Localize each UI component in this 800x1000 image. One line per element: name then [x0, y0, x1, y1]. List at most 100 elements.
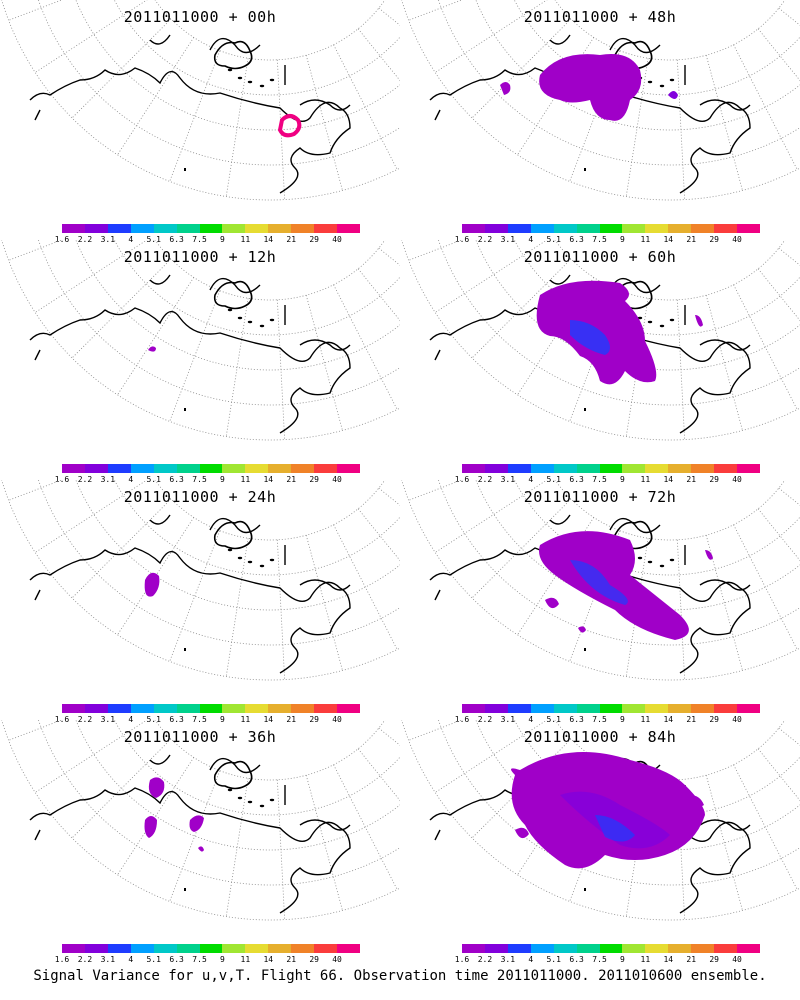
colorbar-swatch: [645, 704, 669, 713]
colorbar: [462, 464, 760, 473]
island-marker: [584, 408, 586, 411]
colorbar-tick-label: 5.1: [146, 715, 161, 724]
colorbar-tick-label: 29: [309, 955, 319, 964]
colorbar-tick-label: 40: [732, 475, 742, 484]
colorbar-swatch: [153, 704, 177, 713]
colorbar-swatch: [153, 224, 177, 233]
arctic-islands: [213, 40, 275, 88]
colorbar-tick-label: 6.3: [169, 475, 184, 484]
variance-region: [578, 626, 586, 633]
colorbar-tick-label: 40: [332, 235, 342, 244]
colorbar-swatch: [507, 464, 531, 473]
panel-title: 2011011000 + 60h: [523, 248, 677, 266]
colorbar-tick-label: 11: [240, 475, 251, 484]
colorbar-tick-label: 6.3: [169, 955, 184, 964]
colorbar-swatch: [222, 224, 246, 233]
variance-region: [545, 597, 559, 609]
colorbar-tick-label: 3.1: [500, 475, 516, 484]
colorbar-tick-label: 29: [309, 475, 319, 484]
colorbar-swatch: [599, 944, 623, 953]
colorbar-swatch: [737, 944, 760, 953]
colorbar-labels: 1.6 2.2 3.1 4 5.1 6.3 7.5 9 11 14 21 29 40: [455, 955, 760, 965]
colorbar-tick-label: 1.6: [54, 475, 70, 484]
forecast-panel: 2011011000 + 84h 1.6 2.2 3.1 4 5.1 6.3 7.5 9 11 14…: [400, 720, 800, 964]
colorbar-swatch: [484, 704, 508, 713]
map-plot: [401, 720, 800, 921]
colorbar-swatch: [691, 944, 715, 953]
colorbar-swatch: [314, 944, 338, 953]
colorbar-swatch: [507, 704, 531, 713]
colorbar-swatch: [314, 464, 338, 473]
map-plot: [1, 720, 400, 921]
colorbar-tick-label: 2.2: [477, 475, 493, 484]
colorbar-tick-label: 5.1: [146, 235, 161, 244]
colorbar-tick-label: 2.2: [77, 475, 93, 484]
colorbar-labels: 1.6 2.2 3.1 4 5.1 6.3 7.5 9 11 14 21 29 40: [55, 715, 360, 725]
colorbar-tick-label: 29: [309, 235, 319, 244]
colorbar-swatch: [576, 224, 600, 233]
colorbar-tick-label: 7.5: [192, 955, 207, 964]
colorbar-tick-label: 6.3: [569, 955, 584, 964]
colorbar-tick-label: 4: [128, 235, 134, 244]
lat-lon-grid: [1, 480, 400, 681]
colorbar-swatch: [553, 224, 577, 233]
colorbar-tick-label: 9: [620, 955, 625, 964]
colorbar-tick-label: 7.5: [192, 475, 207, 484]
colorbar-tick-label: 3.1: [500, 955, 516, 964]
colorbar-swatch: [553, 944, 577, 953]
panel-title: 2011011000 + 00h: [123, 8, 277, 26]
colorbar-tick-label: 14: [263, 715, 274, 724]
colorbar-tick-label: 3.1: [100, 715, 116, 724]
colorbar-swatch: [530, 944, 554, 953]
colorbar-tick-label: 4: [528, 715, 534, 724]
colorbar-tick-label: 11: [240, 235, 251, 244]
colorbar-swatch: [176, 704, 200, 713]
colorbar-tick-label: 11: [240, 955, 251, 964]
panel-title: 2011011000 + 84h: [523, 728, 677, 746]
variance-region: [595, 815, 635, 842]
colorbar-swatch: [107, 944, 131, 953]
colorbar-swatch: [268, 704, 292, 713]
coastline: [29, 754, 351, 914]
colorbar: [62, 944, 360, 953]
colorbar-swatch: [668, 224, 692, 233]
colorbar-swatch: [737, 224, 760, 233]
map-plot: [1, 240, 400, 441]
colorbar-tick-label: 21: [286, 715, 297, 724]
arctic-islands: [213, 760, 275, 808]
coastline: [429, 274, 751, 434]
colorbar-swatch: [222, 944, 246, 953]
colorbar-swatch: [599, 704, 623, 713]
colorbar-swatch: [691, 704, 715, 713]
arctic-islands: [213, 520, 275, 568]
colorbar-tick-label: 5.1: [146, 955, 161, 964]
colorbar-swatch: [222, 464, 246, 473]
colorbar-swatch: [84, 944, 108, 953]
colorbar-swatch: [176, 224, 200, 233]
colorbar-swatch: [245, 704, 269, 713]
colorbar-tick-label: 9: [620, 235, 625, 244]
colorbar-tick-label: 21: [686, 715, 697, 724]
panel-title: 2011011000 + 36h: [123, 728, 277, 746]
colorbar-tick-label: 6.3: [169, 235, 184, 244]
colorbar-swatch: [714, 704, 738, 713]
colorbar-tick-label: 1.6: [454, 475, 470, 484]
colorbar-swatch: [62, 944, 85, 953]
colorbar-tick-label: 2.2: [77, 715, 93, 724]
colorbar-swatch: [507, 944, 531, 953]
colorbar-labels: 1.6 2.2 3.1 4 5.1 6.3 7.5 9 11 14 21 29 40: [55, 235, 360, 245]
colorbar-tick-label: 4: [528, 955, 534, 964]
coastline: [29, 514, 351, 674]
colorbar-labels: 1.6 2.2 3.1 4 5.1 6.3 7.5 9 11 14 21 29 40: [455, 715, 760, 725]
colorbar: [462, 944, 760, 953]
variance-region: [705, 550, 713, 560]
arctic-islands: [213, 280, 275, 328]
colorbar-swatch: [199, 704, 223, 713]
colorbar-tick-label: 6.3: [169, 715, 184, 724]
colorbar-swatch: [268, 944, 292, 953]
colorbar-swatch: [130, 224, 154, 233]
colorbar-tick-label: 40: [332, 955, 342, 964]
colorbar-swatch: [576, 944, 600, 953]
colorbar-swatch: [176, 944, 200, 953]
colorbar-tick-label: 14: [663, 235, 674, 244]
